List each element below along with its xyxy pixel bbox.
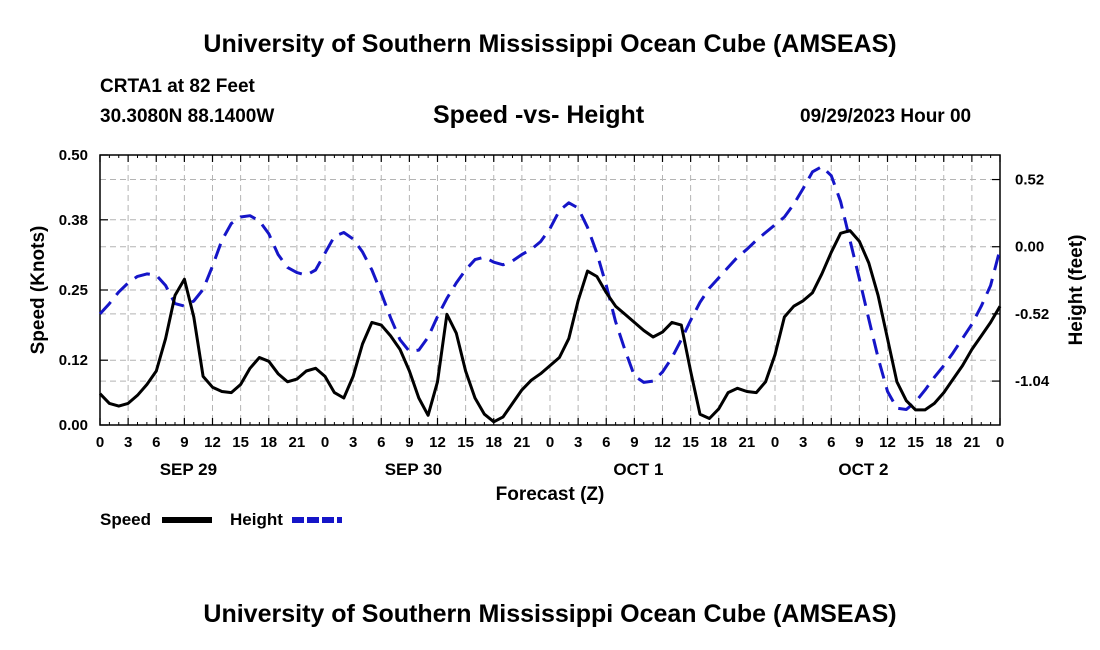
height-series-line <box>98 165 1002 411</box>
left-tick-label: 0.25 <box>59 282 88 299</box>
x-tick-label: 3 <box>574 434 582 451</box>
x-tick-label: 15 <box>457 434 474 451</box>
x-tick-label: 9 <box>180 434 188 451</box>
x-tick-label: 9 <box>630 434 638 451</box>
x-tick-label: 12 <box>879 434 896 451</box>
x-tick-label: 21 <box>739 434 756 451</box>
right-axis-title: Height (feet) <box>1066 235 1087 346</box>
datetime-label: 09/29/2023 Hour 00 <box>800 106 972 127</box>
page-title-top: University of Southern Mississippi Ocean… <box>203 30 897 58</box>
x-day-label: OCT 1 <box>613 460 663 479</box>
legend-label-height: Height <box>230 510 283 529</box>
x-tick-label: 6 <box>152 434 160 451</box>
x-day-label: SEP 30 <box>385 460 442 479</box>
chart-title: Speed -vs- Height <box>433 101 645 129</box>
x-tick-label: 18 <box>935 434 952 451</box>
left-tick-label: 0.50 <box>59 147 88 164</box>
legend-label-speed: Speed <box>100 510 151 529</box>
x-tick-label: 0 <box>996 434 1004 451</box>
x-tick-label: 18 <box>260 434 277 451</box>
page-title-bottom: University of Southern Mississippi Ocean… <box>203 600 897 628</box>
x-tick-label: 3 <box>799 434 807 451</box>
right-tick-label: -1.04 <box>1015 373 1050 390</box>
x-tick-label: 18 <box>485 434 502 451</box>
left-axis-title: Speed (Knots) <box>28 226 49 355</box>
x-tick-label: 0 <box>546 434 554 451</box>
x-tick-label: 15 <box>682 434 699 451</box>
x-tick-label: 0 <box>96 434 104 451</box>
x-tick-label: 21 <box>964 434 981 451</box>
x-tick-label: 6 <box>827 434 835 451</box>
x-tick-label: 0 <box>771 434 779 451</box>
x-tick-label: 12 <box>654 434 671 451</box>
coordinates-label: 30.3080N 88.1400W <box>100 106 275 127</box>
x-tick-label: 3 <box>124 434 132 451</box>
speed-series-line <box>98 229 1002 424</box>
x-tick-label: 9 <box>405 434 413 451</box>
x-tick-label: 12 <box>429 434 446 451</box>
x-day-label: OCT 2 <box>838 460 888 479</box>
x-day-label: SEP 29 <box>160 460 217 479</box>
x-tick-label: 12 <box>204 434 221 451</box>
x-tick-label: 21 <box>514 434 531 451</box>
left-tick-label: 0.12 <box>59 352 88 369</box>
x-tick-label: 15 <box>232 434 249 451</box>
x-tick-label: 21 <box>289 434 306 451</box>
right-tick-label: 0.00 <box>1015 239 1044 256</box>
left-tick-label: 0.00 <box>59 417 88 434</box>
left-tick-label: 0.38 <box>59 212 88 229</box>
x-tick-label: 6 <box>377 434 385 451</box>
x-tick-label: 18 <box>710 434 727 451</box>
station-label: CRTA1 at 82 Feet <box>100 76 255 97</box>
right-tick-label: 0.52 <box>1015 172 1044 189</box>
x-tick-label: 15 <box>907 434 924 451</box>
x-tick-label: 6 <box>602 434 610 451</box>
right-tick-label: -0.52 <box>1015 306 1049 323</box>
x-tick-label: 3 <box>349 434 357 451</box>
x-tick-label: 9 <box>855 434 863 451</box>
x-tick-label: 0 <box>321 434 329 451</box>
x-axis-title: Forecast (Z) <box>496 484 605 505</box>
